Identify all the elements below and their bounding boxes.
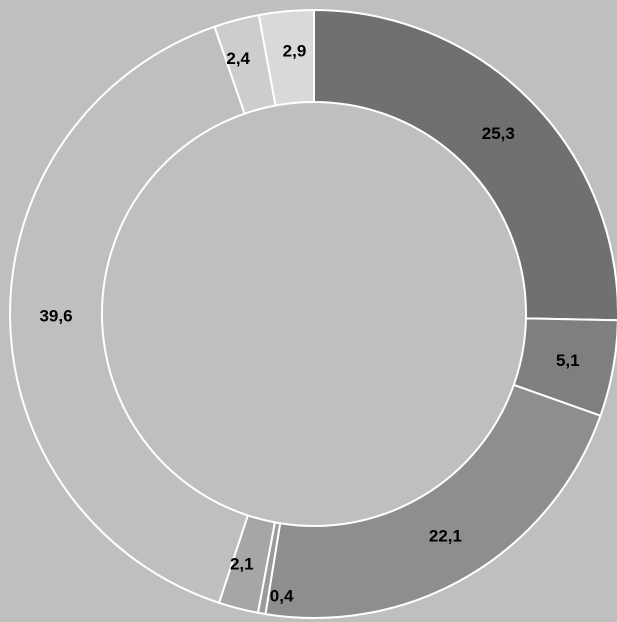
data-label-6: 2,4: [226, 49, 250, 68]
data-labels: 25,3 5,1 22,1 0,4 2,1 39,6 2,4 2,9: [39, 42, 579, 606]
donut-segment-7: [257, 8, 315, 107]
data-label-4: 2,1: [230, 554, 254, 573]
data-label-5: 39,6: [39, 307, 72, 326]
data-label-0: 25,3: [482, 124, 515, 143]
donut-segment-0: [313, 8, 617, 322]
donut-segment-5: [9, 25, 250, 605]
donut-segment-2: [264, 383, 602, 619]
data-label-7: 2,9: [283, 42, 307, 61]
data-label-3: 0,4: [270, 587, 294, 606]
data-label-1: 5,1: [556, 351, 580, 370]
donut-segments: [9, 8, 617, 619]
data-label-2: 22,1: [429, 527, 462, 546]
